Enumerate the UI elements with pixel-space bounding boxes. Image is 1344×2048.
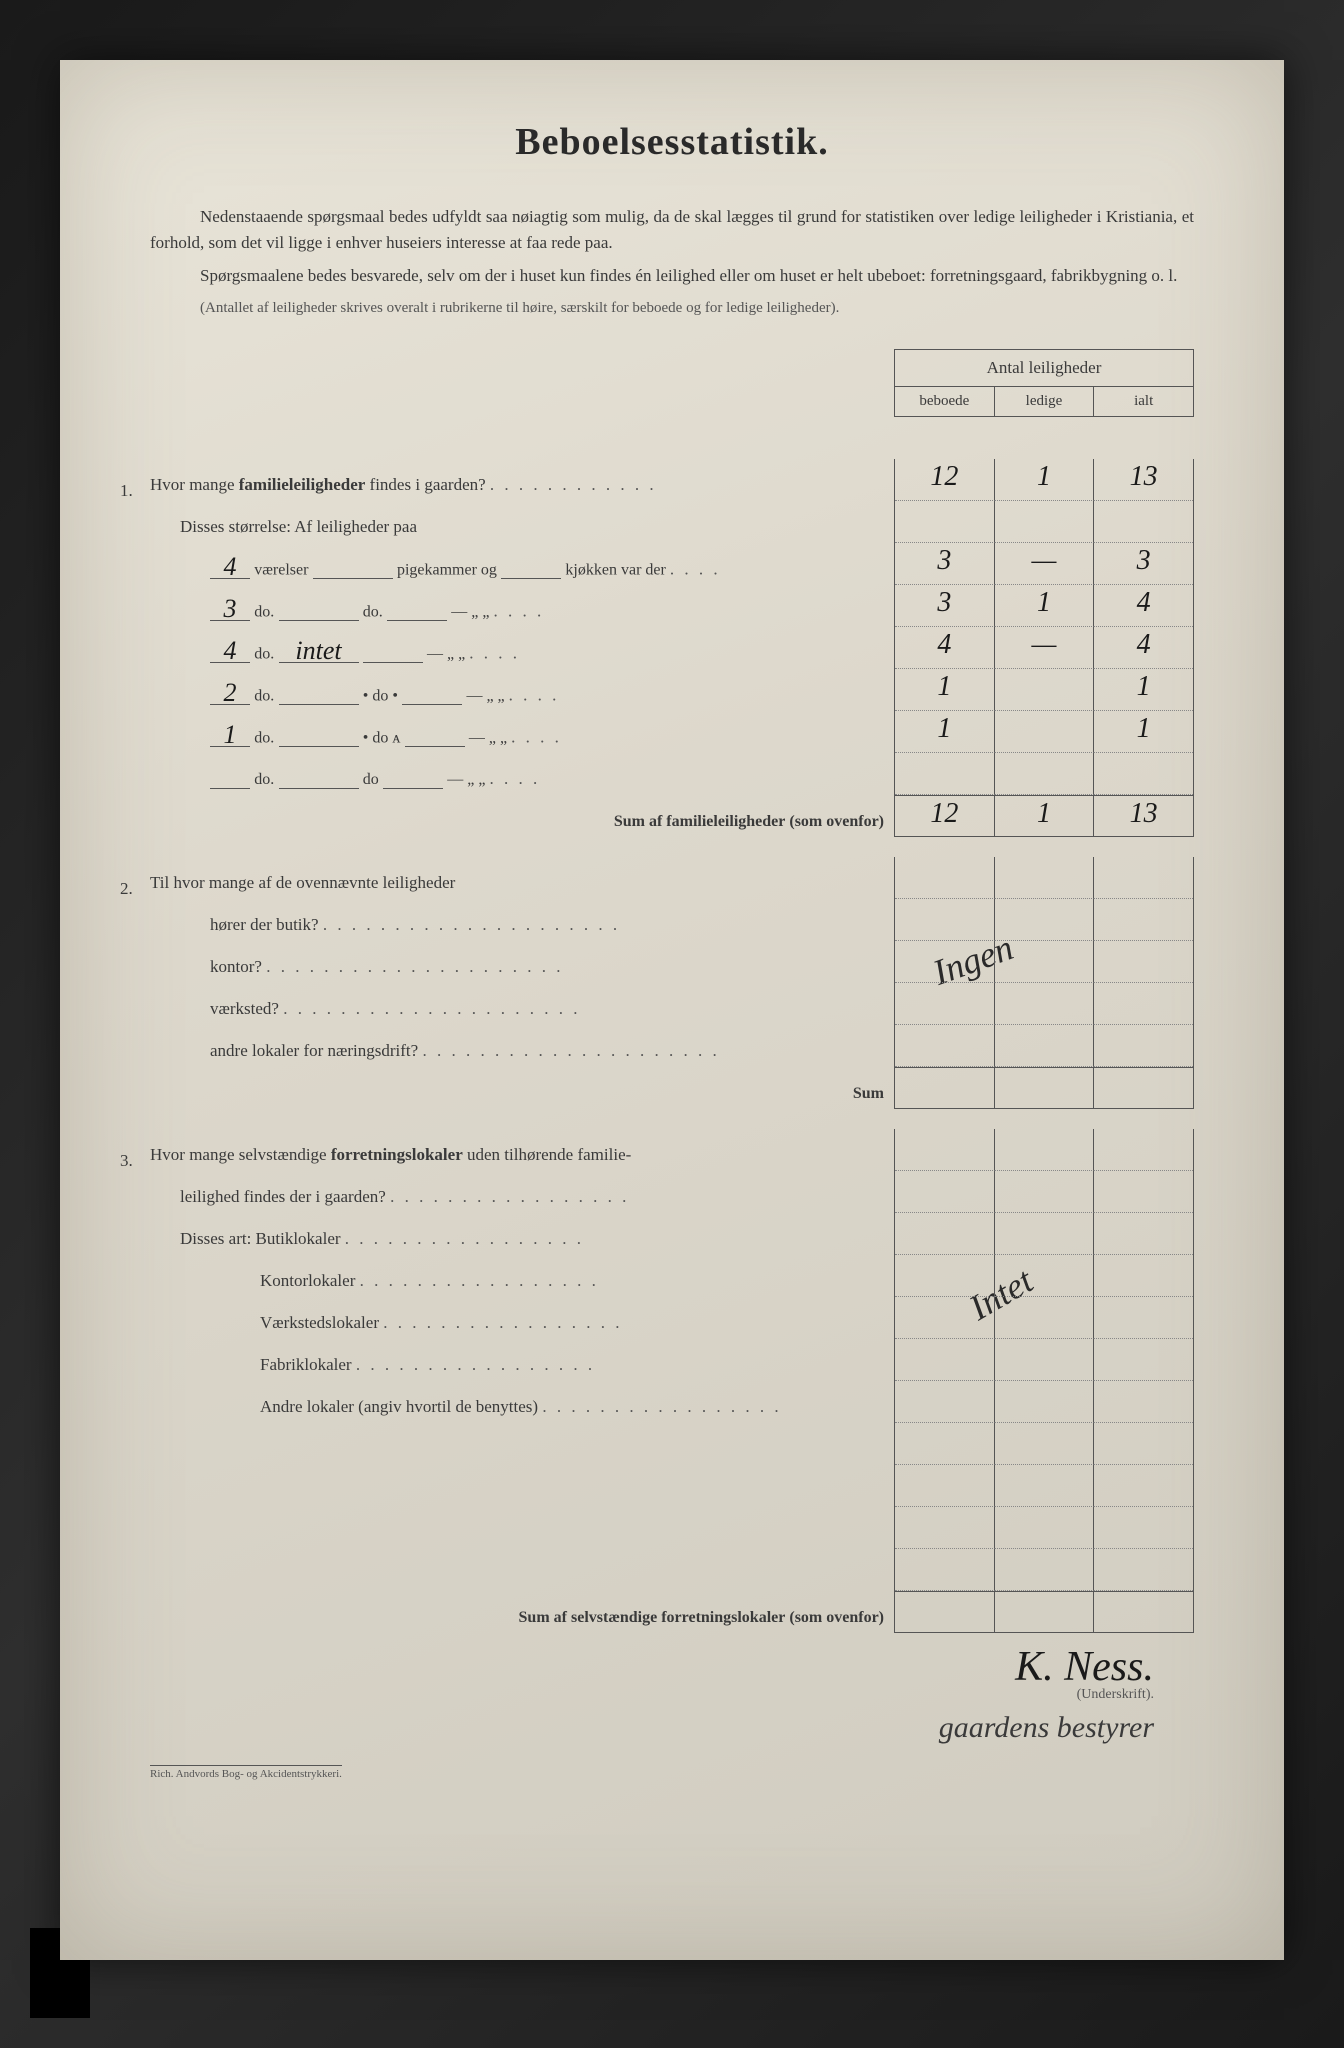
blank-row (150, 1423, 1194, 1465)
content-area: 1. Hvor mange familieleiligheder findes … (150, 349, 1194, 1633)
q1-top-ledige: 1 (995, 459, 1095, 501)
q1-size-row: 2 do. • do • — „ „ . . . . 1 1 (150, 669, 1194, 711)
table-header: Antal leiligheder beboede ledige ialt (894, 349, 1194, 417)
q2-sub-row: kontor? . . . . . . . . . . . . . . . . … (150, 941, 1194, 983)
intro-p3: (Antallet af leiligheder skrives overalt… (150, 297, 1194, 320)
q3-sub-row: Værkstedslokaler . . . . . . . . . . . .… (150, 1297, 1194, 1339)
q1-number: 1. (120, 481, 133, 501)
q3-sum-label: Sum af selvstændige forretningslokaler (… (150, 1609, 894, 1633)
signature-area: K. Ness. (Underskrift). gaardens bestyre… (150, 1643, 1194, 1745)
table-header-title: Antal leiligheder (895, 350, 1193, 387)
q3-sub-row: Fabriklokaler . . . . . . . . . . . . . … (150, 1339, 1194, 1381)
col-ialt: ialt (1094, 387, 1193, 416)
col-beboede: beboede (895, 387, 995, 416)
blank-row (150, 1549, 1194, 1591)
intro-p2: Spørgsmaalene bedes besvarede, selv om d… (150, 263, 1194, 289)
q3-number: 3. (120, 1151, 133, 1171)
q1-sum-row: Sum af familieleiligheder (som ovenfor) … (150, 795, 1194, 837)
q1-size-row: 1 do. • do ᴀ — „ „ . . . . 1 1 (150, 711, 1194, 753)
q3-sub-row: Andre lokaler (angiv hvortil de benyttes… (150, 1381, 1194, 1423)
signature-name: K. Ness. (150, 1643, 1154, 1691)
q3-disses-art: Disses art: Butiklokaler . . . . . . . .… (150, 1213, 1194, 1255)
q1-sum-l: 1 (995, 795, 1095, 837)
q2-sub-row: værksted? . . . . . . . . . . . . . . . … (150, 983, 1194, 1025)
q1-top-ialt: 13 (1094, 459, 1193, 501)
q1-main-row: 1. Hvor mange familieleiligheder findes … (150, 459, 1194, 501)
q2-main-row: 2. Til hvor mange af de ovennævnte leili… (150, 857, 1194, 899)
q3-text: Hvor mange selvstændige forretningslokal… (150, 1145, 894, 1171)
blank-row (150, 1465, 1194, 1507)
signature-label: (Underskrift). (150, 1687, 1154, 1703)
q1-size-row: 3 do. do. — „ „ . . . . 3 1 4 (150, 585, 1194, 627)
blank-row (150, 1507, 1194, 1549)
document-page: Beboelsesstatistik. Nedenstaaende spørgs… (60, 60, 1284, 1960)
q1-sub-row: Disses størrelse: Af leiligheder paa (150, 501, 1194, 543)
q1-sub-text: Disses størrelse: Af leiligheder paa (150, 517, 894, 543)
q1-sum-b: 12 (895, 795, 995, 837)
intro-p1: Nedenstaaende spørgsmaal bedes udfyldt s… (150, 204, 1194, 255)
q3-main-row: 3. Hvor mange selvstændige forretningslo… (150, 1129, 1194, 1171)
signature-note: gaardens bestyrer (150, 1711, 1154, 1745)
q2-sum-row: Sum (150, 1067, 1194, 1109)
q2-sub-row: andre lokaler for næringsdrift? . . . . … (150, 1025, 1194, 1067)
q3-sub-row: Kontorlokaler . . . . . . . . . . . . . … (150, 1255, 1194, 1297)
table-wrapper: Antal leiligheder beboede ledige ialt 1.… (150, 349, 1194, 1633)
q2-sub-row: hører der butik? . . . . . . . . . . . .… (150, 899, 1194, 941)
page-title: Beboelsesstatistik. (150, 120, 1194, 164)
col-ledige: ledige (995, 387, 1095, 416)
q1-sum-i: 13 (1094, 795, 1193, 837)
q2-number: 2. (120, 879, 133, 899)
q1-text: Hvor mange familieleiligheder findes i g… (150, 475, 894, 501)
q1-size-row: 4 do. intet — „ „ . . . . 4 — 4 (150, 627, 1194, 669)
q2-text: Til hvor mange af de ovennævnte leilighe… (150, 873, 894, 899)
printer-footer: Rich. Andvords Bog- og Akcidentstrykkeri… (150, 1765, 342, 1780)
q1-sum-label: Sum af familieleiligheder (som ovenfor) (150, 813, 894, 837)
q1-top-beboede: 12 (895, 459, 995, 501)
q3-sum-row: Sum af selvstændige forretningslokaler (… (150, 1591, 1194, 1633)
q1-size-row: do. do — „ „ . . . . (150, 753, 1194, 795)
q1-size-row: 4 værelser pigekammer og kjøkken var der… (150, 543, 1194, 585)
q3-main-row2: leilighed findes der i gaarden? . . . . … (150, 1171, 1194, 1213)
q2-sum-label: Sum (150, 1085, 894, 1109)
